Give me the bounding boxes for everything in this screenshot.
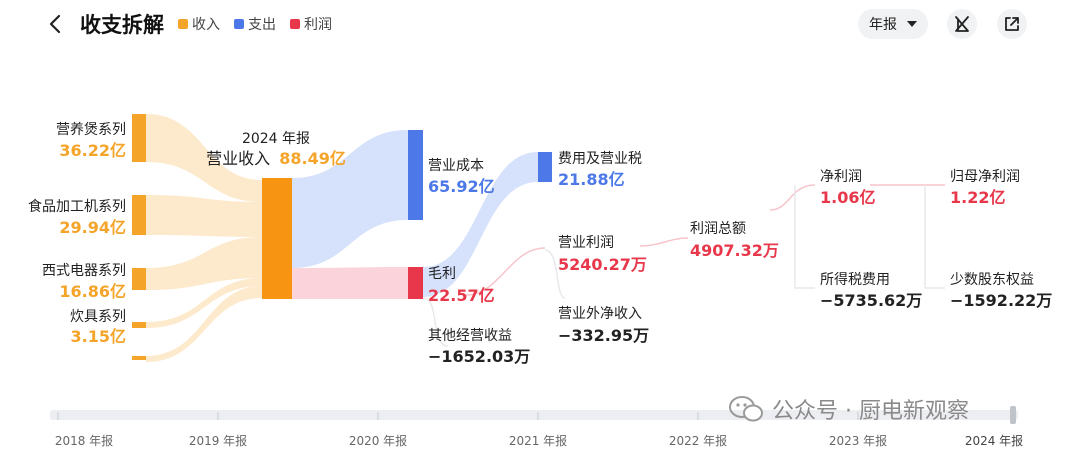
link-source-5 <box>146 286 262 362</box>
legend-label-profit: 利润 <box>304 17 332 33</box>
legend-label-expense: 支出 <box>248 17 276 33</box>
timeline-year-2023[interactable]: 2023 年报 <box>829 433 887 448</box>
sankey-chart: 营养煲系列 36.22亿 食品加工机系列 29.94亿 西式电器系列 16.86… <box>28 114 1052 366</box>
caret-down-icon <box>907 21 917 27</box>
link-net-profit <box>769 184 816 211</box>
timeline-year-2020[interactable]: 2020 年报 <box>349 433 407 448</box>
legend-item-profit: 利润 <box>290 14 332 34</box>
source-value-1: 36.22亿 <box>59 141 126 160</box>
period-dropdown[interactable]: 年报 <box>858 9 928 39</box>
non-op-name: 营业外净收入 <box>558 306 642 322</box>
legend-swatch-expense <box>234 19 244 29</box>
other-income-name: 其他经营收益 <box>428 328 512 344</box>
link-expenses <box>423 152 538 297</box>
node-bar-source-3[interactable] <box>132 268 146 290</box>
link-other-income <box>422 297 449 347</box>
timeline-handle[interactable] <box>1010 406 1016 424</box>
link-gross-profit <box>292 267 408 299</box>
source-value-2: 29.94亿 <box>59 218 126 237</box>
link-op-profit <box>465 247 546 296</box>
year-label: 2024 年报 <box>242 131 310 147</box>
page-title: 收支拆解 <box>80 13 164 37</box>
other-income-value: −1652.03万 <box>428 347 530 366</box>
revenue-label: 营业收入 88.49亿 <box>206 149 346 168</box>
node-bar-cost[interactable] <box>408 130 423 220</box>
chart-style-button[interactable] <box>947 9 977 39</box>
source-name-2: 食品加工机系列 <box>28 198 126 215</box>
gross-profit-value: 22.57亿 <box>428 286 495 305</box>
cost-value: 65.92亿 <box>428 177 495 196</box>
timeline-track[interactable] <box>50 410 1018 420</box>
op-profit-name: 营业利润 <box>558 235 614 251</box>
share-icon <box>1005 17 1019 31</box>
link-source-2 <box>146 195 262 237</box>
watermark-text: 公众号 · 厨电新观察 <box>772 399 969 424</box>
link-source-1 <box>146 114 262 202</box>
parent-net-name: 归母净利润 <box>950 168 1020 185</box>
parent-net-value: 1.22亿 <box>950 188 1005 207</box>
header: 收支拆解 收入 支出 利润 年报 <box>0 0 1080 50</box>
cost-name: 营业成本 <box>428 158 484 174</box>
share-button[interactable] <box>997 9 1027 39</box>
period-label: 年报 <box>869 17 897 33</box>
node-bar-gross-profit[interactable] <box>408 267 423 299</box>
expenses-value: 21.88亿 <box>558 170 625 189</box>
link-income-tax <box>794 185 815 289</box>
link-source-4 <box>146 278 262 328</box>
total-profit-value: 4907.32万 <box>690 241 779 260</box>
link-non-op <box>544 249 566 299</box>
source-value-4: 3.15亿 <box>71 327 126 346</box>
legend-item-income: 收入 <box>178 14 220 34</box>
legend: 收入 支出 利润 <box>178 14 332 34</box>
link-minority <box>924 185 945 289</box>
legend-item-expense: 支出 <box>234 14 276 34</box>
income-tax-value: −5735.62万 <box>820 291 922 310</box>
total-profit-name: 利润总额 <box>690 221 746 237</box>
link-source-3 <box>146 237 262 290</box>
legend-swatch-income <box>178 19 188 29</box>
revenue-name: 营业收入 <box>206 149 270 168</box>
timeline-year-2019[interactable]: 2019 年报 <box>189 433 247 448</box>
node-bar-source-1[interactable] <box>132 114 146 162</box>
source-value-3: 16.86亿 <box>59 282 126 301</box>
source-name-4: 炊具系列 <box>70 309 126 325</box>
op-profit-value: 5240.27万 <box>558 255 647 274</box>
watermark: 公众号 · 厨电新观察 <box>728 392 969 426</box>
expenses-name: 费用及营业税 <box>558 151 642 167</box>
source-name-1: 营养煲系列 <box>56 121 126 138</box>
revenue-value: 88.49亿 <box>279 149 346 168</box>
net-profit-name: 净利润 <box>820 169 862 185</box>
net-profit-value: 1.06亿 <box>820 188 875 207</box>
gross-profit-name: 毛利 <box>428 266 456 282</box>
source-name-3: 西式电器系列 <box>42 263 126 279</box>
timeline-year-2024[interactable]: 2024 年报 <box>965 433 1023 448</box>
link-total-profit <box>639 237 689 247</box>
non-op-value: −332.95万 <box>558 326 649 345</box>
minority-name: 少数股东权益 <box>950 272 1034 288</box>
timeline[interactable]: 2018 年报 2019 年报 2020 年报 2021 年报 2022 年报 … <box>0 400 1080 452</box>
wechat-icon <box>729 396 763 422</box>
node-bar-source-2[interactable] <box>132 195 146 235</box>
node-bar-source-4[interactable] <box>132 322 146 328</box>
income-tax-name: 所得税费用 <box>820 271 890 288</box>
back-arrow-icon[interactable] <box>44 10 70 38</box>
timeline-year-2021[interactable]: 2021 年报 <box>509 433 567 448</box>
link-cost <box>292 130 408 268</box>
node-bar-expenses[interactable] <box>538 152 552 182</box>
legend-swatch-profit <box>290 19 300 29</box>
minority-value: −1592.22万 <box>950 291 1052 310</box>
node-bar-revenue[interactable] <box>262 178 292 299</box>
timeline-year-2022[interactable]: 2022 年报 <box>669 433 727 448</box>
legend-label-income: 收入 <box>192 17 220 33</box>
timeline-year-2018[interactable]: 2018 年报 <box>55 433 113 448</box>
chart-style-icon <box>955 16 969 32</box>
node-bar-source-5[interactable] <box>132 356 146 360</box>
